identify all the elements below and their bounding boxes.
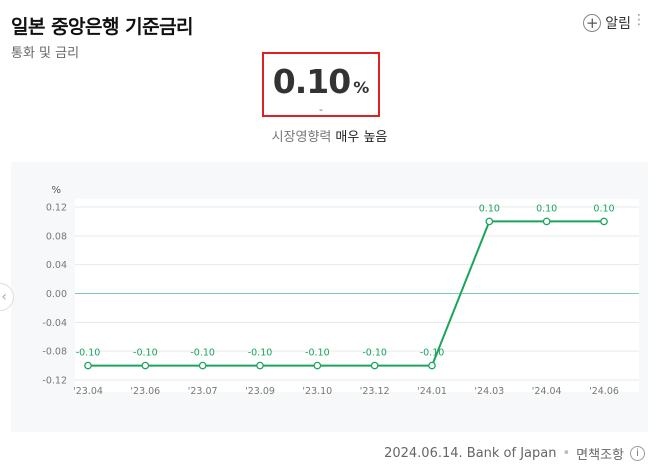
- data-point: [198, 361, 207, 370]
- rate-value: 0.10: [272, 62, 351, 101]
- series-line: [88, 220, 604, 367]
- category-subtitle[interactable]: 통화 및 금리: [11, 46, 80, 61]
- rate-line-chart[interactable]: % 0.12 0.08 0.04 0.00 -0.04 -0.08 -0.12 '23.04 '2…: [11, 162, 648, 432]
- plot-area: [75, 199, 639, 392]
- data-point: [256, 361, 264, 370]
- x-tick-label: '24.04: [532, 386, 562, 397]
- separator-dot: •: [562, 446, 571, 461]
- market-influence-level: 매우 높음: [335, 130, 388, 145]
- data-label: -0.10: [362, 348, 387, 359]
- market-influence: 시장영향력 매우 높음: [0, 126, 659, 145]
- data-point: [141, 361, 150, 370]
- rate-change: -: [319, 103, 323, 116]
- y-tick-label: -0.08: [42, 347, 67, 358]
- data-label: -0.10: [420, 348, 445, 359]
- x-tick-label: '23.10: [302, 386, 332, 397]
- rate-unit: %: [353, 78, 370, 97]
- y-tick-label: 0.08: [46, 231, 67, 242]
- x-tick-label: '24.03: [474, 386, 504, 397]
- data-point: [313, 361, 322, 370]
- alarm-label: 알림: [605, 16, 631, 32]
- alarm-button[interactable]: + 알림: [583, 13, 631, 33]
- data-label: -0.10: [248, 348, 273, 359]
- plus-icon: +: [583, 14, 602, 32]
- data-label: -0.10: [133, 348, 158, 359]
- data-point: [600, 217, 608, 226]
- data-label: -0.10: [190, 348, 215, 359]
- data-point: [84, 361, 92, 370]
- x-tick-label: '24.01: [417, 386, 447, 397]
- source-text: 2024.06.14. Bank of Japan: [384, 446, 557, 461]
- chart-panel: % 0.12 0.08 0.04 0.00 -0.04 -0.08 -0.12 '23.04 '2…: [11, 162, 648, 432]
- data-point: [542, 217, 551, 226]
- page-title: 일본 중앙은행 기준금리: [11, 16, 194, 38]
- x-tick-label: '24.06: [589, 386, 619, 397]
- disclaimer-link[interactable]: 면책조항: [576, 448, 624, 463]
- more-options-icon[interactable]: ⋮: [632, 12, 646, 28]
- y-tick-label: -0.04: [42, 318, 67, 329]
- y-tick-label: 0.04: [46, 260, 67, 271]
- y-tick-label: 0.00: [46, 289, 67, 300]
- data-point: [370, 361, 379, 370]
- data-point: [485, 217, 494, 226]
- rate-display: 0.10%: [262, 62, 380, 101]
- y-axis-unit: %: [51, 185, 61, 196]
- data-label: 0.10: [479, 203, 500, 214]
- x-tick-label: '23.07: [188, 386, 218, 397]
- info-icon[interactable]: i: [630, 446, 645, 461]
- data-point: [428, 361, 436, 370]
- x-tick-label: '23.09: [245, 386, 275, 397]
- x-tick-label: '23.12: [360, 386, 390, 397]
- y-tick-label: -0.12: [42, 376, 67, 387]
- market-influence-label: 시장영향력: [271, 130, 332, 145]
- data-label: -0.10: [305, 348, 330, 359]
- highlight-box: [262, 52, 380, 117]
- data-label: 0.10: [593, 203, 614, 214]
- data-label: -0.10: [76, 348, 101, 359]
- y-tick-label: 0.12: [46, 203, 67, 214]
- footer: 2024.06.14. Bank of Japan • 면책조항 i: [384, 444, 645, 463]
- data-label: 0.10: [536, 203, 557, 214]
- x-tick-label: '23.04: [73, 386, 103, 397]
- x-tick-label: '23.06: [130, 386, 160, 397]
